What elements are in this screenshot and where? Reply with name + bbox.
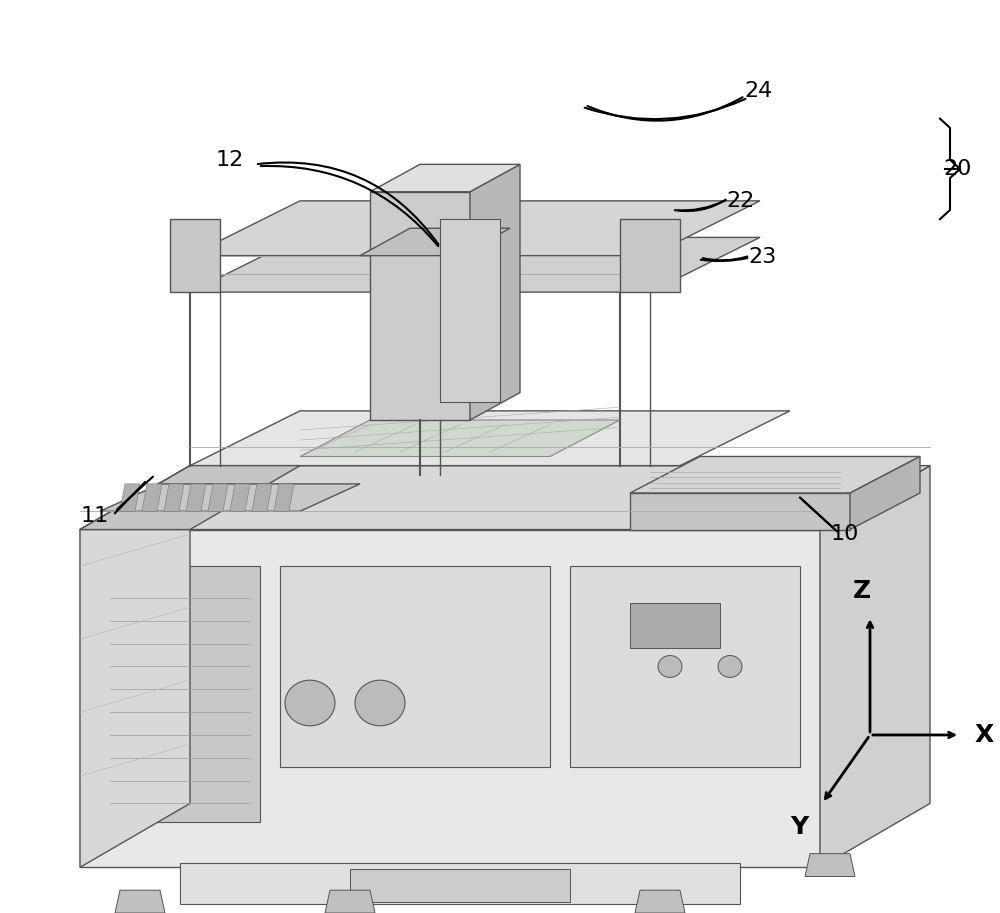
Text: X: X <box>975 723 994 747</box>
Polygon shape <box>350 869 570 902</box>
Polygon shape <box>570 566 800 767</box>
Text: 24: 24 <box>744 81 772 101</box>
Polygon shape <box>100 484 360 511</box>
Polygon shape <box>630 603 720 648</box>
Polygon shape <box>80 530 820 867</box>
FancyArrowPatch shape <box>701 258 747 261</box>
Polygon shape <box>80 466 930 530</box>
Polygon shape <box>170 219 220 292</box>
Polygon shape <box>190 237 760 292</box>
Text: 23: 23 <box>748 247 776 268</box>
Polygon shape <box>80 466 300 530</box>
Polygon shape <box>635 890 685 913</box>
Text: 10: 10 <box>831 524 859 544</box>
Text: 11: 11 <box>81 506 109 526</box>
Polygon shape <box>190 201 760 256</box>
Polygon shape <box>470 164 520 420</box>
Polygon shape <box>370 192 470 420</box>
Polygon shape <box>805 854 855 876</box>
Polygon shape <box>274 484 294 511</box>
Polygon shape <box>280 566 550 767</box>
Text: 12: 12 <box>216 150 244 170</box>
Polygon shape <box>440 219 500 402</box>
Polygon shape <box>630 493 850 530</box>
Text: Y: Y <box>790 815 808 839</box>
Circle shape <box>658 656 682 677</box>
Polygon shape <box>850 456 920 530</box>
Polygon shape <box>360 228 510 256</box>
Polygon shape <box>370 164 520 192</box>
Polygon shape <box>190 411 790 466</box>
Text: Z: Z <box>853 579 871 603</box>
Polygon shape <box>186 484 206 511</box>
FancyArrowPatch shape <box>261 166 438 247</box>
Polygon shape <box>230 484 250 511</box>
Polygon shape <box>300 420 620 456</box>
Text: 22: 22 <box>726 191 754 211</box>
Polygon shape <box>100 566 260 822</box>
Polygon shape <box>252 484 272 511</box>
FancyArrowPatch shape <box>675 200 726 211</box>
Polygon shape <box>325 890 375 913</box>
Polygon shape <box>208 484 228 511</box>
Polygon shape <box>820 466 930 867</box>
Polygon shape <box>180 863 740 904</box>
Polygon shape <box>120 484 140 511</box>
Polygon shape <box>115 890 165 913</box>
Polygon shape <box>630 456 920 493</box>
Circle shape <box>285 680 335 726</box>
Polygon shape <box>80 466 930 530</box>
Text: 20: 20 <box>944 159 972 179</box>
Circle shape <box>355 680 405 726</box>
Polygon shape <box>164 484 184 511</box>
Polygon shape <box>142 484 162 511</box>
Circle shape <box>718 656 742 677</box>
FancyArrowPatch shape <box>585 99 745 120</box>
Polygon shape <box>620 219 680 292</box>
Polygon shape <box>80 466 190 867</box>
